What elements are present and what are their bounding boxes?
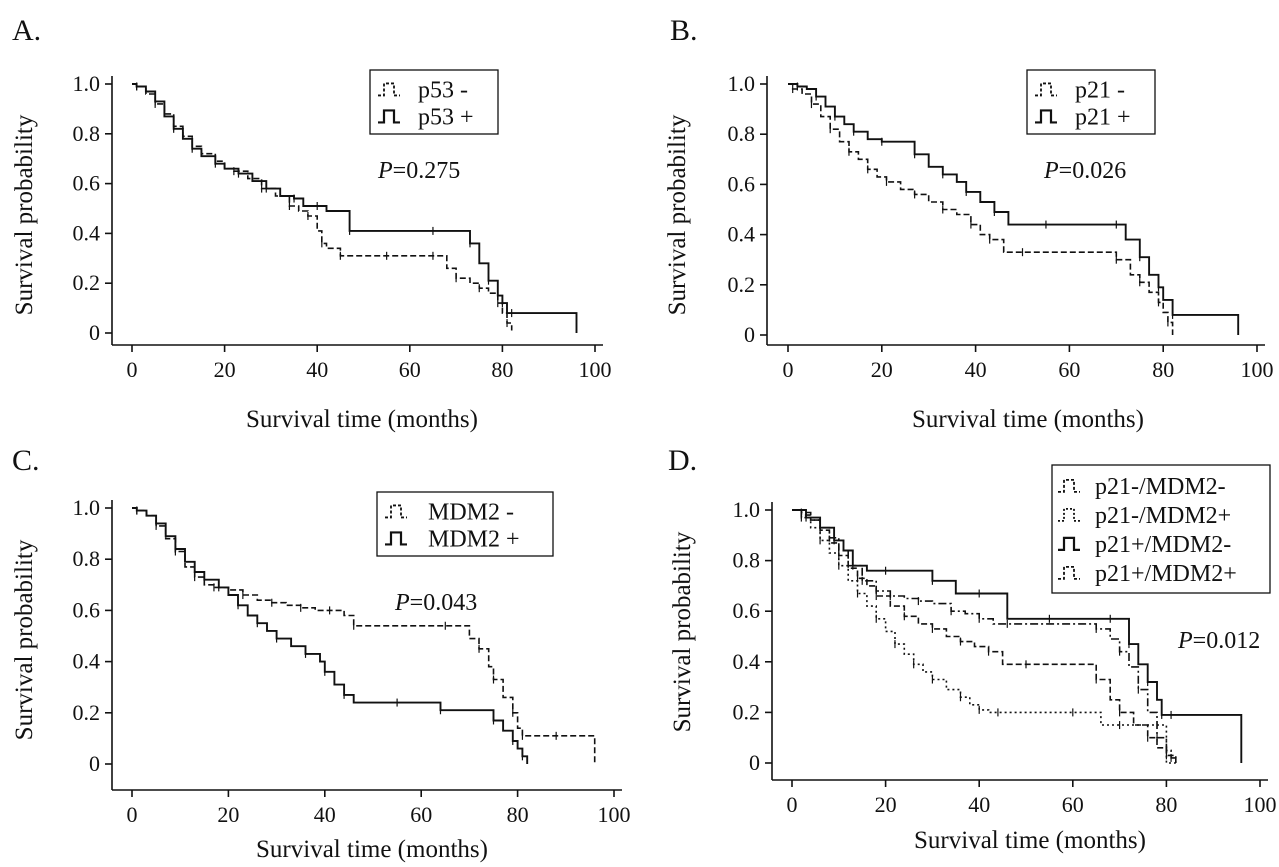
x-tick-label: 80 bbox=[507, 802, 529, 827]
y-tick-label: 0.4 bbox=[728, 222, 756, 247]
chart-panel-2: B. 0 20 40 60 80 100 0 0.2 0.4 0.6 0.8 1.0 Survival t… bbox=[664, 14, 1274, 433]
p-value-letter: P bbox=[377, 158, 393, 184]
y-tick-label: 1.0 bbox=[73, 71, 101, 96]
x-tick-label: 40 bbox=[306, 357, 328, 382]
legend-label-1: p53 - bbox=[418, 77, 468, 103]
x-tick-label: 80 bbox=[1155, 792, 1177, 817]
p-value-letter: P bbox=[1177, 628, 1193, 654]
x-tick-label: 40 bbox=[968, 792, 990, 817]
y-tick-label: 0.4 bbox=[73, 649, 101, 674]
p-value-label: P=0.012 bbox=[1177, 628, 1260, 654]
y-tick-label: 1.0 bbox=[73, 495, 101, 520]
legend-label-1: p21 - bbox=[1075, 77, 1125, 103]
p-value-letter: P bbox=[1043, 158, 1059, 184]
x-axis-label: Survival time (months) bbox=[256, 836, 488, 863]
legend-label-2: p21 + bbox=[1075, 104, 1131, 130]
y-tick-label: 0 bbox=[744, 322, 755, 347]
x-tick-label: 60 bbox=[1062, 792, 1084, 817]
legend-label-3: p21+/MDM2- bbox=[1095, 532, 1231, 558]
x-tick-label: 0 bbox=[787, 792, 798, 817]
legend-label-2: p53 + bbox=[418, 104, 474, 130]
y-tick-label: 0.8 bbox=[73, 546, 101, 571]
y-axis-label: Survival probability bbox=[11, 539, 38, 740]
y-axis-label: Survival probability bbox=[664, 114, 691, 315]
x-tick-label: 100 bbox=[579, 357, 612, 382]
x-tick-label: 0 bbox=[127, 357, 138, 382]
y-tick-label: 0.4 bbox=[73, 220, 101, 245]
y-tick-label: 0.2 bbox=[73, 270, 101, 295]
x-tick-label: 0 bbox=[783, 357, 794, 382]
chart-panel-3: C. 0 20 40 60 80 100 0 0.2 0.4 0.6 0.8 1.0 Survival t… bbox=[11, 444, 631, 863]
panel-letter: D. bbox=[668, 444, 697, 477]
y-tick-label: 0 bbox=[749, 750, 760, 775]
x-tick-label: 100 bbox=[1241, 357, 1274, 382]
x-axis-label: Survival time (months) bbox=[912, 406, 1144, 433]
legend-label-1: MDM2 - bbox=[428, 499, 514, 525]
p-value-number: =0.026 bbox=[1059, 158, 1127, 184]
y-tick-label: 0.4 bbox=[733, 649, 761, 674]
x-tick-label: 0 bbox=[127, 802, 138, 827]
panel-letter: B. bbox=[670, 14, 698, 47]
x-tick-label: 60 bbox=[410, 802, 432, 827]
p-value-number: =0.275 bbox=[393, 158, 461, 184]
x-axis-label: Survival time (months) bbox=[246, 406, 478, 433]
x-tick-label: 20 bbox=[217, 802, 239, 827]
panel-letter: A. bbox=[12, 14, 41, 47]
x-tick-label: 100 bbox=[1244, 792, 1277, 817]
y-axis-label: Survival probability bbox=[669, 531, 696, 732]
legend-label-1: p21-/MDM2- bbox=[1095, 474, 1226, 500]
p-value-letter: P bbox=[394, 590, 410, 616]
y-tick-label: 0.6 bbox=[728, 171, 756, 196]
legend-label-2: p21-/MDM2+ bbox=[1095, 503, 1231, 529]
y-axis-label: Survival probability bbox=[11, 114, 38, 315]
y-tick-label: 0 bbox=[89, 320, 100, 345]
y-tick-label: 1.0 bbox=[733, 497, 761, 522]
x-tick-label: 80 bbox=[491, 357, 513, 382]
y-tick-label: 0.8 bbox=[73, 121, 101, 146]
chart-panel-4: D. 0 20 40 60 80 100 0 0.2 0.4 0.6 0.8 1.0 Survival t… bbox=[668, 444, 1277, 854]
x-tick-label: 60 bbox=[399, 357, 421, 382]
p-value-number: =0.012 bbox=[1193, 628, 1261, 654]
y-tick-label: 0.8 bbox=[728, 121, 756, 146]
p-value-number: =0.043 bbox=[410, 590, 478, 616]
y-tick-label: 1.0 bbox=[728, 71, 756, 96]
series-line-2 bbox=[132, 84, 577, 333]
legend-label-2: MDM2 + bbox=[428, 526, 520, 552]
legend-label-4: p21+/MDM2+ bbox=[1095, 561, 1237, 587]
y-tick-label: 0.6 bbox=[73, 171, 101, 196]
x-tick-label: 20 bbox=[871, 357, 893, 382]
x-tick-label: 40 bbox=[314, 802, 336, 827]
series-line-2 bbox=[788, 84, 1238, 335]
y-tick-label: 0.8 bbox=[733, 548, 761, 573]
x-tick-label: 100 bbox=[598, 802, 631, 827]
y-tick-label: 0 bbox=[89, 751, 100, 776]
chart-panel-1: A. 0 20 40 60 80 100 0 0.2 0.4 0.6 0.8 1.0 Survival t… bbox=[11, 14, 612, 433]
p-value-label: P=0.275 bbox=[377, 158, 460, 184]
x-tick-label: 80 bbox=[1152, 357, 1174, 382]
y-tick-label: 0.6 bbox=[73, 597, 101, 622]
x-tick-label: 20 bbox=[214, 357, 236, 382]
panel-letter: C. bbox=[12, 444, 40, 477]
x-tick-label: 20 bbox=[875, 792, 897, 817]
x-tick-label: 60 bbox=[1058, 357, 1080, 382]
x-axis-label: Survival time (months) bbox=[914, 827, 1146, 854]
p-value-label: P=0.043 bbox=[394, 590, 477, 616]
y-tick-label: 0.2 bbox=[728, 272, 756, 297]
p-value-label: P=0.026 bbox=[1043, 158, 1126, 184]
y-tick-label: 0.2 bbox=[733, 699, 761, 724]
x-tick-label: 40 bbox=[965, 357, 987, 382]
y-tick-label: 0.2 bbox=[73, 700, 101, 725]
y-tick-label: 0.6 bbox=[733, 598, 761, 623]
